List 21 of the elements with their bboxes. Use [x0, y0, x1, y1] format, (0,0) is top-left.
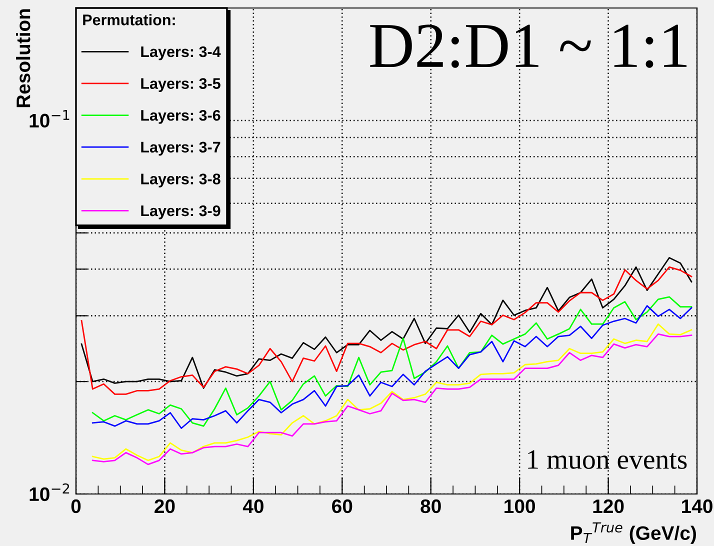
x-tick-label: 120	[593, 499, 624, 514]
legend-label: Layers: 3-9	[141, 205, 220, 220]
y-tick-label: 10$^{−1}$	[30, 110, 70, 128]
legend-title: Permutation:	[83, 14, 175, 26]
x-tick-label: 20	[154, 499, 175, 514]
legend-label: Layers: 3-8	[141, 174, 220, 188]
x-tick-label: 140	[682, 499, 712, 514]
y-axis-title: Resolution	[16, 9, 30, 108]
legend-label: Layers: 3-5	[141, 78, 220, 92]
x-tick-label: 0	[71, 499, 81, 514]
x-axis-title: P$_{T}$$^{True}$ (GeV/c)	[571, 522, 696, 544]
legend-label: Layers: 3-4	[141, 46, 221, 60]
annotation: 1 muon events	[528, 450, 687, 469]
x-tick-label: 80	[420, 499, 441, 514]
y-tick-label: 10$^{−2}$	[30, 483, 70, 502]
x-tick-label: 100	[504, 499, 535, 514]
chart-title: D2:D1 ~ 1:1	[370, 24, 687, 68]
x-tick-label: 40	[242, 499, 264, 514]
legend-label: Layers: 3-6	[141, 110, 220, 124]
x-tick-label: 60	[332, 499, 352, 514]
legend-label: Layers: 3-7	[141, 142, 220, 156]
